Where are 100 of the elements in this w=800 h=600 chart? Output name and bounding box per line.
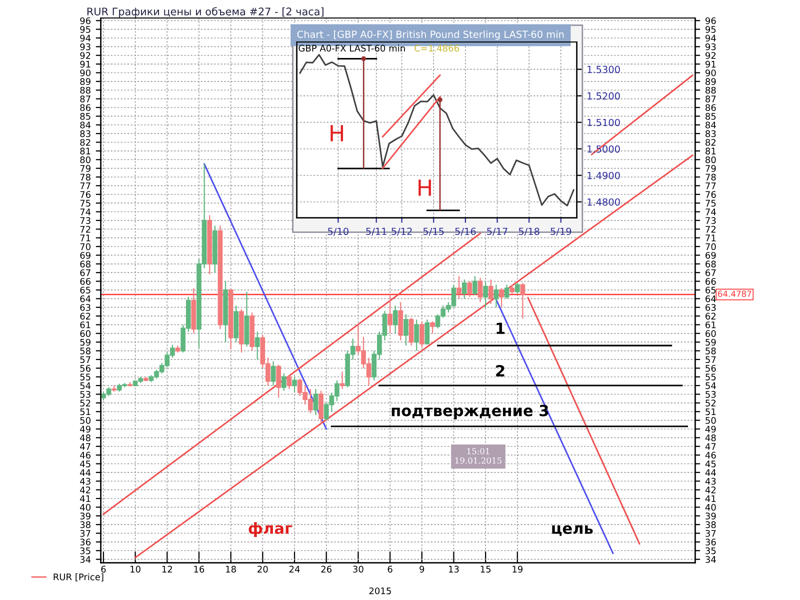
y2-tick-label: 56 [706, 364, 716, 372]
y-tick-label: 53 [80, 390, 90, 398]
y-tick-label: 35 [80, 547, 90, 554]
y-tick-label: 77 [80, 182, 90, 190]
y2-tick-label: 1.5300 [588, 66, 620, 74]
x-tick-label: 16 [194, 566, 204, 573]
y-tick-label: 57 [80, 356, 90, 364]
y2-tick-label: 71 [706, 234, 716, 242]
x-tick-label: 26 [321, 566, 332, 573]
y-tick-label: 66 [80, 278, 91, 285]
y2-tick-label: 78 [706, 174, 716, 181]
y-tick-label: 92 [80, 52, 90, 59]
y-tick-label: 84 [80, 122, 91, 128]
x-tick-label: 5/17 [487, 228, 508, 236]
y2-tick-label: 37 [706, 530, 716, 537]
y-tick-label: 88 [80, 86, 90, 94]
y2-tick-label: 93 [705, 43, 716, 50]
y-tick-label: 80 [80, 156, 90, 164]
x-tick-label: 5/19 [550, 228, 572, 236]
x-tick-label: 6 [101, 566, 106, 573]
y2-tick-label: 35 [706, 547, 716, 554]
y2-tick-label: 74 [706, 208, 716, 216]
y2-tick-label: 81 [706, 148, 716, 154]
y2-tick-label: 39 [706, 512, 716, 520]
x-tick-label: 10 [130, 566, 140, 573]
y2-tick-label: 66 [706, 278, 716, 285]
y-tick-label: 64 [80, 295, 91, 302]
legend-label: RUR [Price] [54, 573, 104, 582]
y2-tick-label: 53 [706, 390, 716, 398]
y2-tick-label: 68 [706, 260, 716, 268]
y-tick-label: 38 [80, 521, 90, 528]
y-tick-label: 34 [80, 556, 91, 563]
y-tick-label: 36 [80, 538, 91, 546]
annotation: 15:01 19.01.2015 [455, 448, 502, 464]
y-tick-label: 81 [80, 148, 90, 154]
y2-tick-label: 36 [706, 538, 716, 546]
y-tick-label: 41 [80, 495, 90, 502]
y-tick-label: 44 [80, 469, 91, 476]
y2-tick-label: 38 [706, 521, 716, 528]
y-tick-label: 86 [80, 104, 91, 112]
y-tick-label: 76 [80, 191, 91, 198]
y2-tick-label: 1.5100 [588, 118, 620, 126]
x-axis-title: 2015 [369, 587, 391, 594]
x-tick-label: 12 [162, 566, 172, 572]
y-tick-label: 74 [80, 208, 91, 216]
y2-tick-label: 86 [706, 104, 716, 112]
ref-line-label: 64.4787 [718, 290, 752, 297]
y2-tick-label: 91 [705, 60, 716, 68]
y2-tick-label: 77 [706, 182, 716, 190]
y-tick-label: 85 [80, 112, 90, 120]
y2-tick-label: 94 [705, 34, 716, 42]
y2-tick-label: 40 [705, 504, 716, 511]
annotation: H [418, 180, 431, 196]
y2-tick-label: 82 [706, 138, 716, 146]
annotation: цель [552, 525, 593, 536]
chart-title: RUR Графики цены и объема #27 - [2 часа] [87, 7, 324, 18]
x-tick-label: 18 [226, 566, 236, 573]
annotation: H [330, 125, 344, 142]
y2-tick-label: 80 [706, 156, 716, 164]
y2-tick-label: 61 [706, 321, 716, 328]
y2-tick-label: 47 [705, 443, 716, 450]
y2-tick-label: 45 [705, 460, 716, 468]
y2-tick-label: 65 [706, 286, 716, 294]
y2-tick-label: 46 [705, 452, 716, 459]
y2-tick-label: 60 [706, 330, 716, 337]
y2-tick-label: 67 [706, 269, 716, 276]
y2-tick-label: 70 [706, 243, 716, 250]
x-tick-label: 30 [353, 566, 364, 573]
y-tick-label: 96 [80, 17, 91, 24]
y2-tick-label: 55 [706, 374, 716, 380]
y2-tick-label: 64 [706, 295, 716, 302]
y-tick-label: 89 [80, 78, 90, 85]
y2-tick-label: 58 [706, 348, 716, 354]
y2-tick-label: 96 [705, 17, 716, 24]
y-tick-label: 42 [80, 486, 90, 494]
y2-tick-label: 57 [706, 356, 716, 364]
y-tick-label: 70 [80, 243, 90, 250]
y-tick-label: 68 [80, 260, 90, 268]
chart-subtitle: GBP A0-FX LAST-60 min [298, 44, 405, 52]
y2-tick-label: 34 [706, 556, 716, 563]
y-tick-label: 59 [80, 338, 90, 346]
y2-tick-label: 90 [705, 69, 716, 76]
y2-tick-label: 73 [706, 217, 716, 224]
y2-tick-label: 42 [705, 486, 716, 494]
y-tick-label: 71 [80, 234, 90, 242]
y-tick-label: 67 [80, 269, 90, 276]
x-tick-label: 5/15 [423, 228, 444, 236]
y-tick-label: 46 [80, 452, 91, 459]
x-tick-label: 9 [420, 566, 424, 573]
y2-tick-label: 95 [705, 26, 716, 33]
y2-tick-label: 50 [706, 417, 716, 424]
y2-tick-label: 62 [706, 312, 716, 320]
y-tick-label: 94 [80, 34, 91, 42]
y2-tick-label: 84 [706, 122, 716, 128]
y2-tick-label: 41 [705, 495, 716, 502]
y-tick-label: 56 [80, 364, 91, 372]
y2-tick-label: 87 [706, 96, 716, 102]
y2-tick-label: 83 [706, 130, 716, 138]
y2-tick-label: 1.5200 [588, 92, 620, 100]
y-tick-label: 63 [80, 304, 90, 311]
